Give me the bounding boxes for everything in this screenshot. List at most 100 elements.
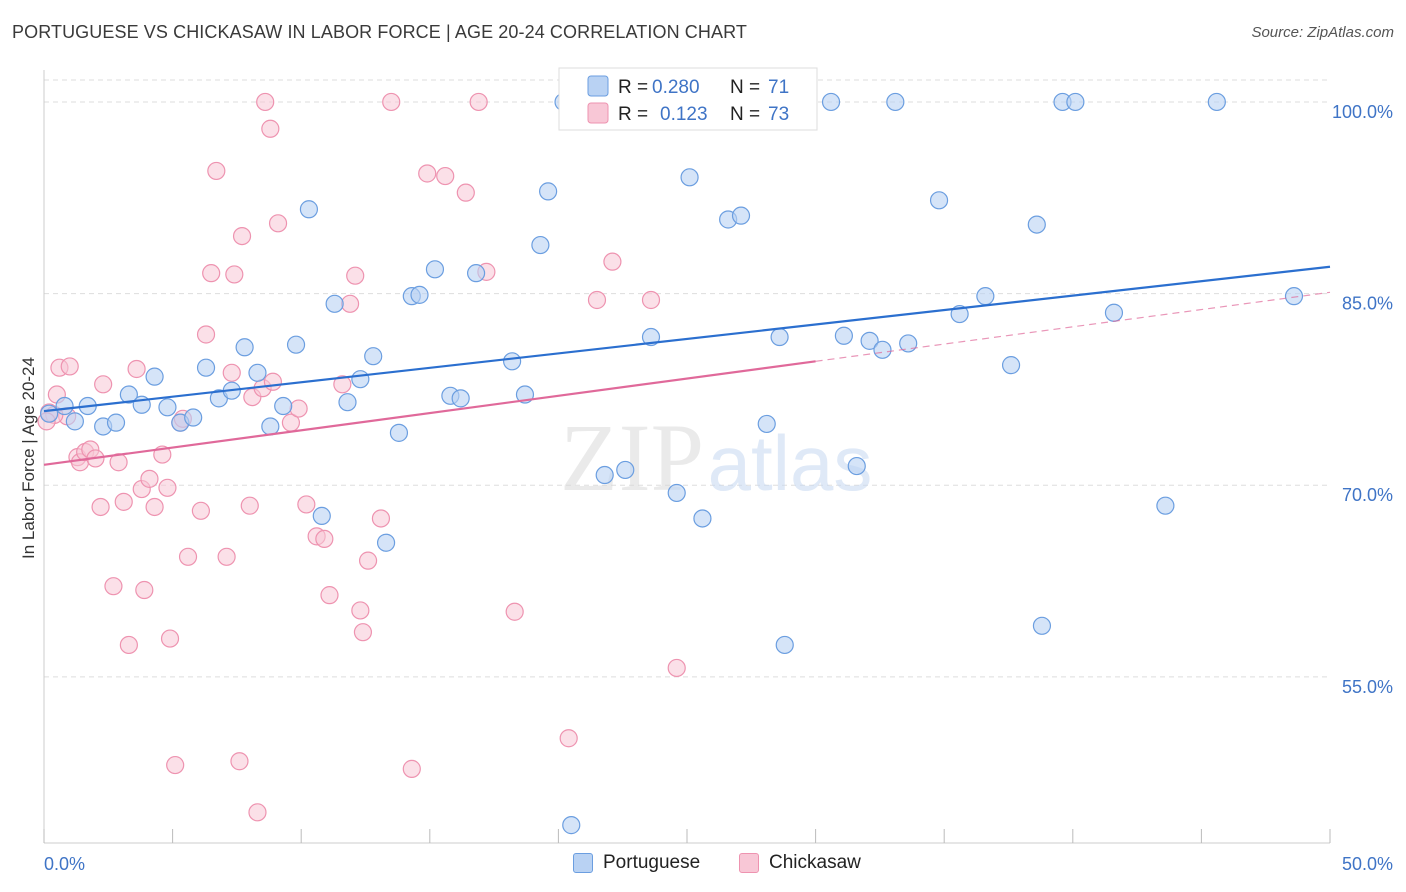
- chickasaw-point-35: [230, 752, 249, 771]
- portuguese-point-69: [1207, 92, 1226, 112]
- portuguese-point-33: [466, 264, 486, 283]
- portuguese-point-46: [693, 509, 712, 528]
- portuguese-point-8: [145, 367, 164, 386]
- portuguese-point-11: [184, 408, 203, 427]
- portuguese-point-70: [1284, 287, 1304, 306]
- x-tick-label-0: 0.0%: [44, 854, 85, 874]
- chickasaw-point-27: [178, 547, 198, 566]
- chickasaw-point-28: [191, 501, 210, 520]
- portuguese-point-52: [821, 92, 841, 112]
- chickasaw-point-56: [358, 551, 378, 570]
- legend-n-value-chickasaw: 73: [768, 104, 789, 125]
- chickasaw-point-50: [320, 586, 339, 605]
- portuguese-point-42: [616, 460, 635, 480]
- chickasaw-point-51: [333, 375, 352, 394]
- series-swatch-chickasaw: [739, 853, 759, 873]
- chickasaw-point-30: [202, 264, 221, 283]
- chickasaw-point-16: [127, 359, 146, 379]
- chickasaw-point-46: [289, 399, 308, 418]
- portuguese-trend-line: [43, 265, 1331, 413]
- chickasaw-point-67: [587, 290, 607, 310]
- portuguese-point-57: [886, 92, 905, 112]
- portuguese-point-5: [106, 413, 126, 432]
- y-tick-label-3: 100.0%: [1332, 102, 1393, 122]
- portuguese-point-20: [299, 200, 319, 219]
- legend-r-label-chickasaw: R =: [618, 104, 648, 125]
- chickasaw-point-60: [418, 164, 437, 183]
- portuguese-point-61: [976, 287, 995, 306]
- portuguese-point-24: [351, 370, 370, 389]
- chickasaw-trend-line: [43, 360, 816, 466]
- portuguese-point-25: [364, 347, 383, 366]
- portuguese-point-36: [531, 235, 550, 255]
- legend-swatch-chickasaw: [587, 102, 609, 124]
- chickasaw-point-63: [469, 92, 488, 112]
- chickasaw-point-68: [603, 252, 622, 271]
- portuguese-point-29: [410, 285, 429, 304]
- portuguese-point-56: [873, 340, 892, 359]
- portuguese-point-27: [389, 423, 409, 442]
- series-legend: Portuguese Chickasaw: [0, 852, 1406, 878]
- chickasaw-point-54: [351, 601, 370, 620]
- chickasaw-point-70: [667, 658, 686, 678]
- legend-n-value-portuguese: 71: [768, 77, 789, 98]
- y-tick-labels: 55.0% 70.0% 85.0% 100.0%: [1332, 102, 1393, 697]
- chickasaw-point-10: [91, 497, 110, 517]
- series-swatch-portuguese: [573, 853, 593, 873]
- chickasaw-point-34: [225, 265, 244, 284]
- series-label-chickasaw: Chickasaw: [769, 852, 861, 873]
- legend-n-label-chickasaw: N =: [730, 104, 760, 125]
- portuguese-point-67: [1104, 303, 1124, 322]
- chickasaw-trend-extension: [815, 291, 1331, 362]
- y-tick-label-0: 55.0%: [1342, 677, 1393, 697]
- portuguese-point-44: [667, 483, 686, 503]
- portuguese-point-19: [286, 335, 306, 354]
- portuguese-point-48: [731, 206, 751, 225]
- chickasaw-point-19: [140, 469, 159, 488]
- x-tick-label-1: 50.0%: [1342, 854, 1393, 874]
- chickasaw-point-15: [119, 635, 138, 655]
- portuguese-point-41: [595, 465, 614, 485]
- portuguese-point-15: [235, 338, 254, 357]
- series-legend-chickasaw: Chickasaw: [739, 852, 861, 874]
- portuguese-point-51: [775, 635, 794, 655]
- legend-r-label-portuguese: R =: [618, 77, 648, 98]
- portuguese-point-21: [312, 506, 331, 526]
- chickasaw-point-37: [240, 496, 259, 515]
- portuguese-point-17: [261, 417, 280, 436]
- portuguese-point-26: [376, 533, 396, 552]
- chickasaw-point-23: [160, 629, 180, 648]
- chickasaw-point-29: [196, 325, 216, 344]
- portuguese-point-43: [641, 327, 661, 347]
- portuguese-point-0: [40, 404, 59, 423]
- y-axis-label: In Labor Force | Age 20-24: [19, 357, 38, 559]
- chickasaw-point-69: [641, 290, 661, 310]
- portuguese-point-59: [929, 191, 949, 210]
- chickasaw-point-43: [263, 372, 283, 391]
- series-label-portuguese: Portuguese: [603, 852, 701, 873]
- chickasaw-point-11: [94, 375, 113, 394]
- chickasaw-point-58: [382, 92, 401, 112]
- chickasaw-point-33: [222, 363, 241, 382]
- chickasaw-point-66: [559, 729, 578, 748]
- chickasaw-point-4: [60, 357, 79, 376]
- portuguese-point-16: [248, 363, 267, 382]
- watermark-atlas: atlas: [708, 419, 873, 507]
- watermark: ZIP atlas: [560, 404, 872, 511]
- series-legend-portuguese: Portuguese: [573, 852, 700, 874]
- source-label: Source: ZipAtlas.com: [1251, 24, 1394, 41]
- chart-title: PORTUGUESE VS CHICKASAW IN LABOR FORCE |…: [12, 22, 747, 42]
- y-tick-label-1: 70.0%: [1342, 485, 1393, 505]
- portuguese-point-34: [503, 352, 522, 371]
- chickasaw-point-52: [340, 294, 360, 313]
- x-tick-labels: 0.0% 50.0%: [44, 854, 1393, 874]
- chickasaw-point-41: [256, 92, 275, 112]
- portuguese-point-50: [770, 327, 789, 347]
- portuguese-point-66: [1066, 92, 1085, 112]
- portuguese-point-23: [338, 393, 357, 412]
- portuguese-point-18: [274, 396, 293, 416]
- chickasaw-point-44: [268, 214, 288, 233]
- chickasaw-point-32: [217, 547, 236, 566]
- chickasaw-point-18: [135, 580, 154, 600]
